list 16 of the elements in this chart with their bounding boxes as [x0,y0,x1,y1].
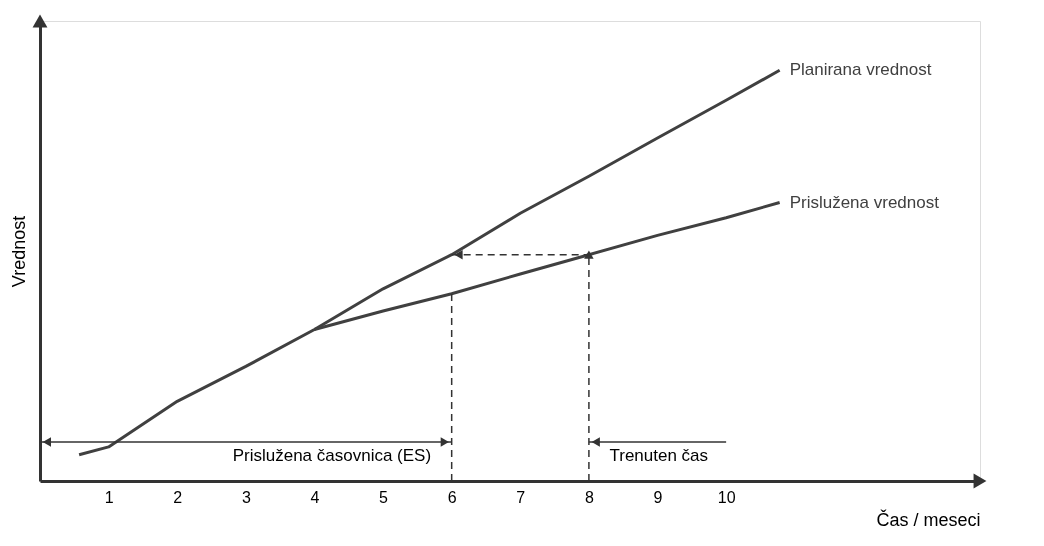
series-label: Prislužena vrednost [789,192,940,212]
ref-line-label: Prislužena časovnica (ES) [232,445,432,465]
y-axis-title: Vrednost [8,215,29,288]
x-axis-title: Čas / meseci [876,508,981,530]
x-tick-label: 10 [717,488,736,506]
series-label: Planirana vrednost [789,60,932,80]
x-tick-label: 3 [241,488,251,506]
x-tick-label: 4 [310,488,320,506]
x-tick-label: 1 [104,488,114,506]
x-tick-label: 9 [653,488,663,506]
ref-line-label: Trenuten čas [609,445,709,465]
x-tick-label: 6 [447,488,457,506]
x-tick-label: 8 [584,488,594,506]
x-tick-label: 2 [173,488,183,506]
x-tick-label: 7 [516,488,526,506]
x-tick-label: 5 [379,488,389,506]
